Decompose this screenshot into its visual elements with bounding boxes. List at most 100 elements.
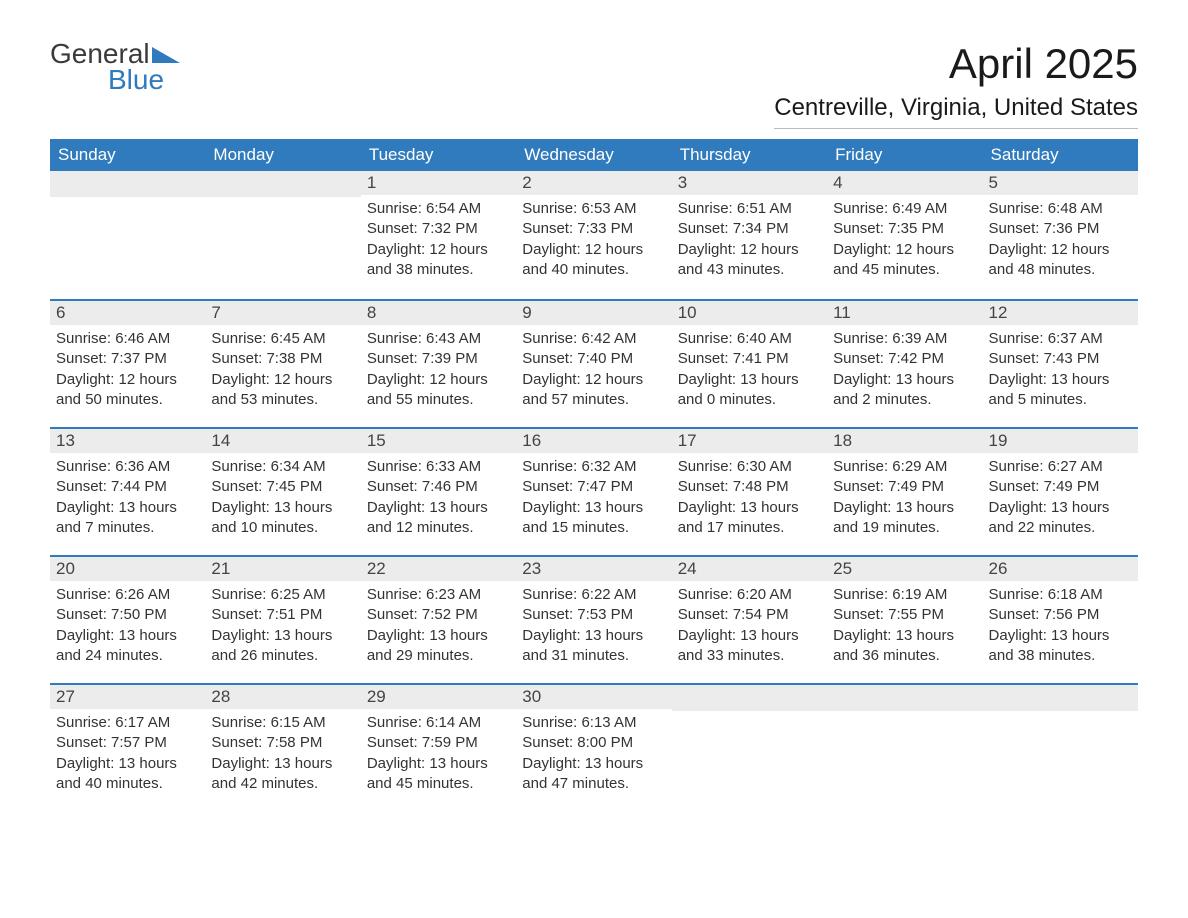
calendar-week-row: 1Sunrise: 6:54 AMSunset: 7:32 PMDaylight… <box>50 171 1138 299</box>
day-number: 21 <box>205 555 360 581</box>
day-number: 12 <box>983 299 1138 325</box>
calendar-body: 1Sunrise: 6:54 AMSunset: 7:32 PMDaylight… <box>50 171 1138 811</box>
title-block: April 2025 Centreville, Virginia, United… <box>774 40 1138 129</box>
calendar-cell: 1Sunrise: 6:54 AMSunset: 7:32 PMDaylight… <box>361 171 516 299</box>
weekday-header-row: SundayMondayTuesdayWednesdayThursdayFrid… <box>50 139 1138 171</box>
header: General Blue April 2025 Centreville, Vir… <box>50 40 1138 129</box>
day-number: 22 <box>361 555 516 581</box>
calendar-cell: 11Sunrise: 6:39 AMSunset: 7:42 PMDayligh… <box>827 299 982 427</box>
day-number: 8 <box>361 299 516 325</box>
calendar-week-row: 13Sunrise: 6:36 AMSunset: 7:44 PMDayligh… <box>50 427 1138 555</box>
day-details: Sunrise: 6:17 AMSunset: 7:57 PMDaylight:… <box>50 709 205 794</box>
day-details: Sunrise: 6:27 AMSunset: 7:49 PMDaylight:… <box>983 453 1138 538</box>
day-number <box>672 683 827 711</box>
calendar-cell: 24Sunrise: 6:20 AMSunset: 7:54 PMDayligh… <box>672 555 827 683</box>
day-number: 15 <box>361 427 516 453</box>
day-number: 14 <box>205 427 360 453</box>
weekday-header: Monday <box>205 139 360 171</box>
calendar-cell: 8Sunrise: 6:43 AMSunset: 7:39 PMDaylight… <box>361 299 516 427</box>
calendar-cell: 19Sunrise: 6:27 AMSunset: 7:49 PMDayligh… <box>983 427 1138 555</box>
day-number <box>205 171 360 197</box>
calendar-cell <box>983 683 1138 811</box>
day-details: Sunrise: 6:20 AMSunset: 7:54 PMDaylight:… <box>672 581 827 666</box>
day-details: Sunrise: 6:37 AMSunset: 7:43 PMDaylight:… <box>983 325 1138 410</box>
day-number: 18 <box>827 427 982 453</box>
logo: General Blue <box>50 40 180 94</box>
calendar-cell: 16Sunrise: 6:32 AMSunset: 7:47 PMDayligh… <box>516 427 671 555</box>
day-number: 9 <box>516 299 671 325</box>
day-details: Sunrise: 6:22 AMSunset: 7:53 PMDaylight:… <box>516 581 671 666</box>
calendar-cell: 18Sunrise: 6:29 AMSunset: 7:49 PMDayligh… <box>827 427 982 555</box>
calendar-cell <box>827 683 982 811</box>
weekday-header: Sunday <box>50 139 205 171</box>
day-number: 7 <box>205 299 360 325</box>
day-details: Sunrise: 6:39 AMSunset: 7:42 PMDaylight:… <box>827 325 982 410</box>
day-details: Sunrise: 6:19 AMSunset: 7:55 PMDaylight:… <box>827 581 982 666</box>
calendar-cell: 7Sunrise: 6:45 AMSunset: 7:38 PMDaylight… <box>205 299 360 427</box>
calendar-cell: 21Sunrise: 6:25 AMSunset: 7:51 PMDayligh… <box>205 555 360 683</box>
calendar-cell: 30Sunrise: 6:13 AMSunset: 8:00 PMDayligh… <box>516 683 671 811</box>
day-details: Sunrise: 6:54 AMSunset: 7:32 PMDaylight:… <box>361 195 516 280</box>
day-number: 29 <box>361 683 516 709</box>
day-number: 2 <box>516 171 671 195</box>
day-number: 17 <box>672 427 827 453</box>
calendar-cell: 27Sunrise: 6:17 AMSunset: 7:57 PMDayligh… <box>50 683 205 811</box>
day-number: 26 <box>983 555 1138 581</box>
day-details: Sunrise: 6:29 AMSunset: 7:49 PMDaylight:… <box>827 453 982 538</box>
calendar-cell: 12Sunrise: 6:37 AMSunset: 7:43 PMDayligh… <box>983 299 1138 427</box>
day-details: Sunrise: 6:34 AMSunset: 7:45 PMDaylight:… <box>205 453 360 538</box>
weekday-header: Saturday <box>983 139 1138 171</box>
calendar-cell: 9Sunrise: 6:42 AMSunset: 7:40 PMDaylight… <box>516 299 671 427</box>
calendar-cell: 13Sunrise: 6:36 AMSunset: 7:44 PMDayligh… <box>50 427 205 555</box>
day-details: Sunrise: 6:25 AMSunset: 7:51 PMDaylight:… <box>205 581 360 666</box>
day-details: Sunrise: 6:45 AMSunset: 7:38 PMDaylight:… <box>205 325 360 410</box>
day-number: 11 <box>827 299 982 325</box>
month-title: April 2025 <box>774 40 1138 88</box>
calendar-cell <box>50 171 205 299</box>
day-details: Sunrise: 6:46 AMSunset: 7:37 PMDaylight:… <box>50 325 205 410</box>
day-number: 13 <box>50 427 205 453</box>
day-number: 28 <box>205 683 360 709</box>
calendar-cell: 25Sunrise: 6:19 AMSunset: 7:55 PMDayligh… <box>827 555 982 683</box>
day-number: 25 <box>827 555 982 581</box>
weekday-header: Tuesday <box>361 139 516 171</box>
day-details: Sunrise: 6:49 AMSunset: 7:35 PMDaylight:… <box>827 195 982 280</box>
day-details: Sunrise: 6:36 AMSunset: 7:44 PMDaylight:… <box>50 453 205 538</box>
day-details: Sunrise: 6:53 AMSunset: 7:33 PMDaylight:… <box>516 195 671 280</box>
day-details: Sunrise: 6:40 AMSunset: 7:41 PMDaylight:… <box>672 325 827 410</box>
day-details: Sunrise: 6:48 AMSunset: 7:36 PMDaylight:… <box>983 195 1138 280</box>
day-details: Sunrise: 6:18 AMSunset: 7:56 PMDaylight:… <box>983 581 1138 666</box>
day-number: 4 <box>827 171 982 195</box>
day-number: 24 <box>672 555 827 581</box>
day-details: Sunrise: 6:32 AMSunset: 7:47 PMDaylight:… <box>516 453 671 538</box>
day-details: Sunrise: 6:43 AMSunset: 7:39 PMDaylight:… <box>361 325 516 410</box>
weekday-header: Thursday <box>672 139 827 171</box>
calendar-week-row: 27Sunrise: 6:17 AMSunset: 7:57 PMDayligh… <box>50 683 1138 811</box>
day-number <box>50 171 205 197</box>
day-details: Sunrise: 6:15 AMSunset: 7:58 PMDaylight:… <box>205 709 360 794</box>
calendar-cell: 20Sunrise: 6:26 AMSunset: 7:50 PMDayligh… <box>50 555 205 683</box>
day-details: Sunrise: 6:23 AMSunset: 7:52 PMDaylight:… <box>361 581 516 666</box>
calendar-cell: 6Sunrise: 6:46 AMSunset: 7:37 PMDaylight… <box>50 299 205 427</box>
day-details: Sunrise: 6:14 AMSunset: 7:59 PMDaylight:… <box>361 709 516 794</box>
calendar-cell: 5Sunrise: 6:48 AMSunset: 7:36 PMDaylight… <box>983 171 1138 299</box>
day-number: 5 <box>983 171 1138 195</box>
calendar-week-row: 20Sunrise: 6:26 AMSunset: 7:50 PMDayligh… <box>50 555 1138 683</box>
calendar-cell: 29Sunrise: 6:14 AMSunset: 7:59 PMDayligh… <box>361 683 516 811</box>
calendar-cell: 15Sunrise: 6:33 AMSunset: 7:46 PMDayligh… <box>361 427 516 555</box>
calendar-cell: 3Sunrise: 6:51 AMSunset: 7:34 PMDaylight… <box>672 171 827 299</box>
day-number: 30 <box>516 683 671 709</box>
calendar-cell: 17Sunrise: 6:30 AMSunset: 7:48 PMDayligh… <box>672 427 827 555</box>
day-number: 1 <box>361 171 516 195</box>
logo-line2: Blue <box>108 66 180 94</box>
calendar-cell: 26Sunrise: 6:18 AMSunset: 7:56 PMDayligh… <box>983 555 1138 683</box>
calendar-cell <box>672 683 827 811</box>
day-number: 19 <box>983 427 1138 453</box>
day-details: Sunrise: 6:26 AMSunset: 7:50 PMDaylight:… <box>50 581 205 666</box>
day-number: 3 <box>672 171 827 195</box>
day-number <box>983 683 1138 711</box>
calendar-cell: 23Sunrise: 6:22 AMSunset: 7:53 PMDayligh… <box>516 555 671 683</box>
day-number <box>827 683 982 711</box>
calendar-table: SundayMondayTuesdayWednesdayThursdayFrid… <box>50 139 1138 811</box>
calendar-week-row: 6Sunrise: 6:46 AMSunset: 7:37 PMDaylight… <box>50 299 1138 427</box>
